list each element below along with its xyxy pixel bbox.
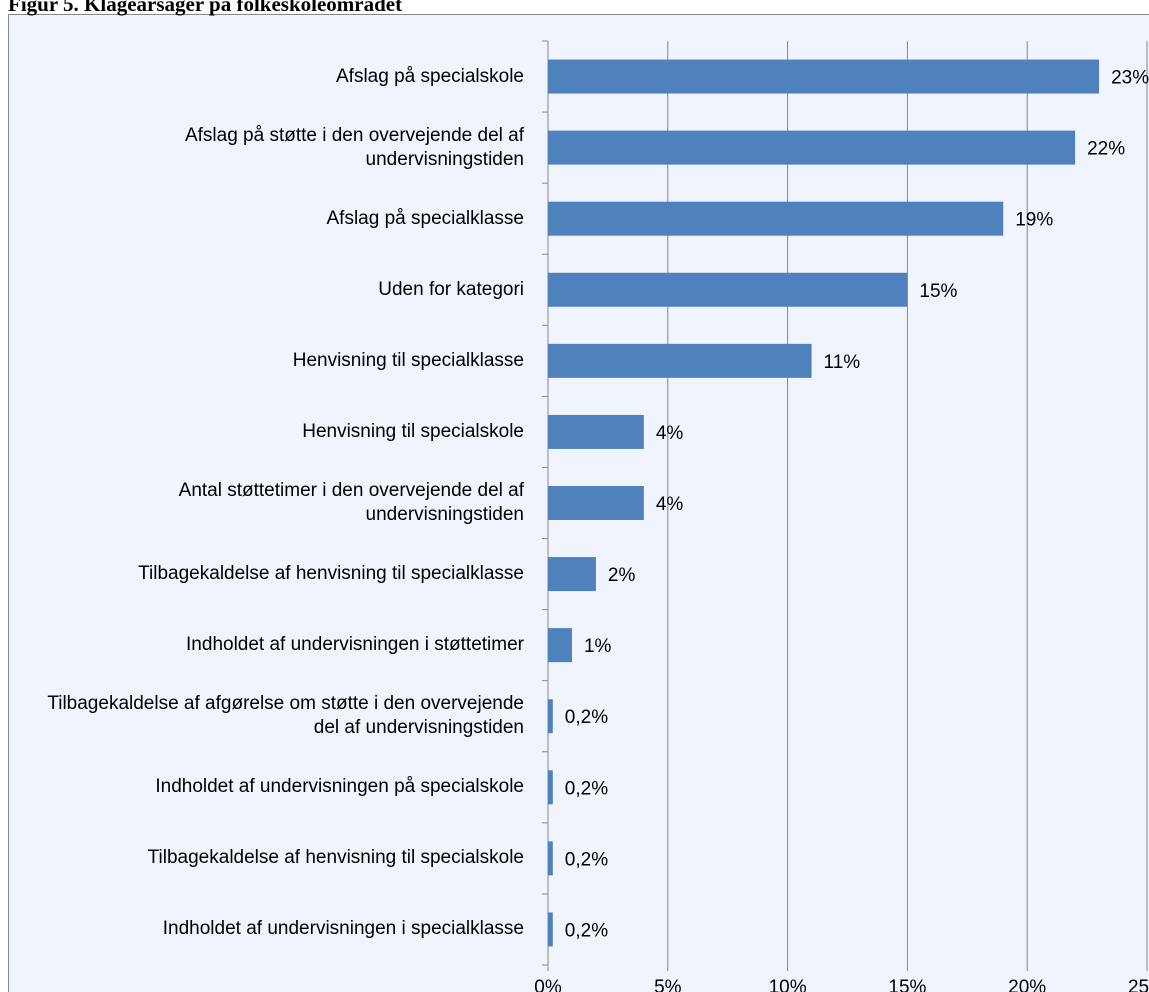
category-label: Tilbagekaldelse af afgørelse om støtte i… xyxy=(47,693,524,739)
x-tick-label: 25% xyxy=(1128,977,1149,992)
bar xyxy=(548,841,553,876)
value-label: 1% xyxy=(584,636,612,657)
bar xyxy=(548,201,1004,236)
value-label: 0,2% xyxy=(565,778,608,799)
category-label: Henvisning til specialskole xyxy=(302,420,524,442)
x-tick-label: 0% xyxy=(534,977,562,992)
category-label: Uden for kategori xyxy=(378,278,524,300)
bar xyxy=(548,343,812,378)
bar xyxy=(548,272,908,307)
bar xyxy=(548,130,1076,165)
bar xyxy=(548,557,596,592)
value-label: 22% xyxy=(1087,139,1125,160)
bar xyxy=(548,486,644,520)
value-label: 11% xyxy=(824,352,861,373)
category-label: Indholdet af undervisningen på specialsk… xyxy=(155,776,524,798)
category-label: Indholdet af undervisningen i støttetime… xyxy=(186,634,524,656)
bar xyxy=(548,414,644,449)
value-label: 2% xyxy=(608,565,636,586)
x-tick-label: 10% xyxy=(769,977,807,992)
category-label: Afslag på støtte i den overvejende del a… xyxy=(184,124,524,170)
category-label: Henvisning til specialklasse xyxy=(292,349,524,371)
category-label: Afslag på specialklasse xyxy=(326,207,525,229)
bar xyxy=(548,770,553,805)
category-label: Indholdet af undervisningen i specialkla… xyxy=(162,918,524,940)
bar xyxy=(548,59,1100,94)
value-label: 15% xyxy=(919,281,957,302)
x-tick-label: 20% xyxy=(1008,977,1046,992)
x-tick-label: 15% xyxy=(888,977,926,992)
category-label: Afslag på specialskole xyxy=(336,65,524,87)
value-label: 0,2% xyxy=(565,849,608,870)
chart-title: Figur 5. Klageårsager på folkeskoleområd… xyxy=(8,0,403,16)
bar xyxy=(548,699,553,734)
value-label: 0,2% xyxy=(565,920,608,941)
bar xyxy=(548,912,553,947)
value-label: 4% xyxy=(656,423,684,444)
category-label: Tilbagekaldelse af henvisning til specia… xyxy=(147,847,524,869)
value-label: 0,2% xyxy=(565,707,608,728)
bar xyxy=(548,628,572,663)
value-label: 23% xyxy=(1111,68,1149,89)
value-label: 4% xyxy=(656,494,684,515)
category-label: Antal støttetimer i den overvejende del … xyxy=(178,479,524,525)
x-tick-label: 5% xyxy=(654,977,682,992)
category-label: Tilbagekaldelse af henvisning til specia… xyxy=(138,563,524,585)
value-label: 19% xyxy=(1015,210,1053,231)
